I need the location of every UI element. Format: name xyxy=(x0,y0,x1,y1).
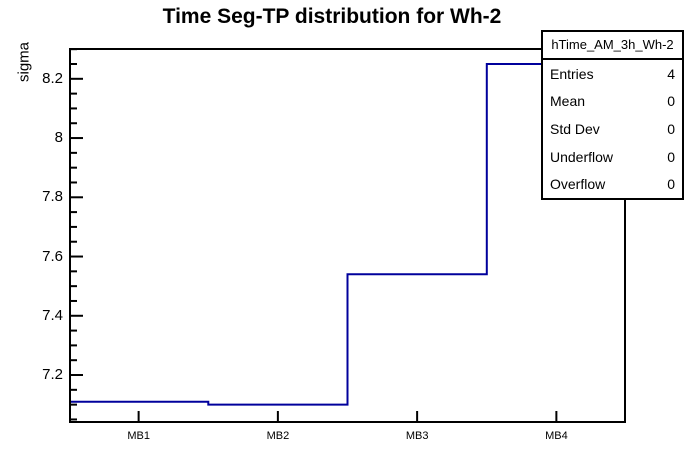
y-axis-tick-label: 8 xyxy=(54,129,63,147)
stats-row-label: Overflow xyxy=(550,176,606,193)
x-axis-tick-label: MB1 xyxy=(127,430,150,442)
x-axis-tick-label: MB3 xyxy=(405,430,429,442)
stats-row-value: 0 xyxy=(667,148,675,165)
stats-row-value: 0 xyxy=(667,176,675,193)
x-axis-tick-label: MB4 xyxy=(545,430,568,442)
stats-row-label: Std Dev xyxy=(550,120,600,137)
histogram-line xyxy=(69,63,626,406)
stats-box: hTime_AM_3h_Wh-2 Entries 4 Mean 0 Std Dev 0 Un… xyxy=(541,30,684,200)
stats-box-title: hTime_AM_3h_Wh-2 xyxy=(543,32,682,60)
stats-row-value: 4 xyxy=(667,65,675,82)
stats-row: Overflow 0 xyxy=(543,170,682,198)
chart-title: Time Seg-TP distribution for Wh-2 xyxy=(162,5,502,28)
stats-row-value: 0 xyxy=(667,120,675,137)
stats-row-label: Entries xyxy=(550,65,594,82)
stats-row: Entries 4 xyxy=(543,60,682,88)
plot-frame xyxy=(69,48,626,423)
stats-row: Mean 0 xyxy=(543,88,682,116)
y-axis-tick-label: 7.4 xyxy=(42,306,63,324)
y-axis-tick-label: 8.2 xyxy=(42,69,63,87)
y-axis-tick-label: 7.8 xyxy=(42,188,63,206)
y-axis-tick-label: 7.2 xyxy=(42,366,63,383)
stats-row: Std Dev 0 xyxy=(543,115,682,143)
y-axis-tick-label: 7.6 xyxy=(42,247,63,265)
stats-row: Underflow 0 xyxy=(543,143,682,171)
x-axis-tick-label: MB2 xyxy=(266,430,290,442)
stats-row-label: Underflow xyxy=(550,148,614,165)
stats-box-rows: Entries 4 Mean 0 Std Dev 0 Underflow 0 Overflow 0 xyxy=(543,60,682,198)
stats-row-label: Mean xyxy=(550,93,586,110)
stats-row-value: 0 xyxy=(667,93,675,110)
